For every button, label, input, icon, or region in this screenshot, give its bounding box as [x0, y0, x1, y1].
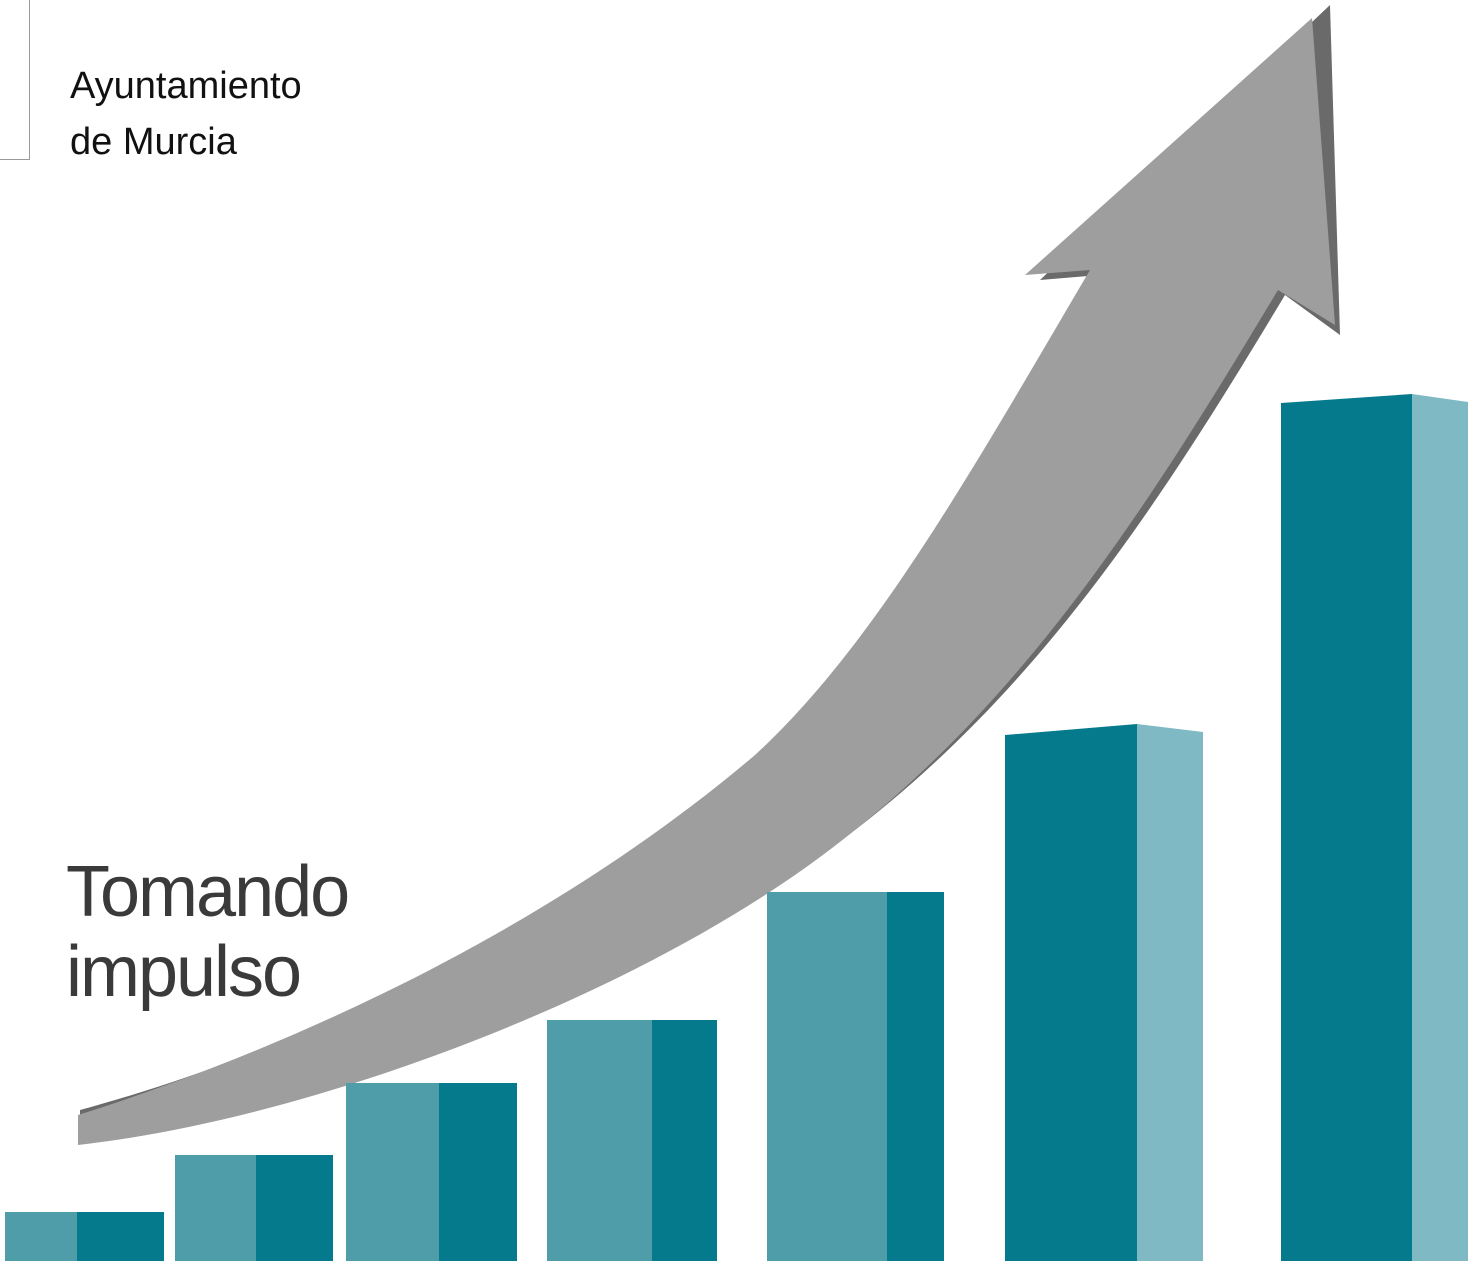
bar-7-side-face [1412, 394, 1468, 1261]
growth-arrow [78, 18, 1335, 1145]
bar-3-right-face [439, 1083, 517, 1261]
bar-6 [1005, 724, 1203, 1261]
tagline-line1: Tomando [66, 852, 350, 932]
bar-6-front-face [1005, 724, 1137, 1261]
bar-1-left-face [5, 1212, 77, 1261]
organization-name-line2: de Murcia [70, 121, 237, 163]
bar-5-left-face [767, 892, 887, 1261]
bar-2-left-face [175, 1155, 256, 1261]
bar-6-side-face [1137, 724, 1203, 1261]
organization-name-line1: Ayuntamiento [70, 65, 302, 107]
bar-4-left-face [547, 1020, 652, 1261]
document-border [0, 0, 30, 160]
bar-7 [1281, 394, 1468, 1261]
bar-1-right-face [77, 1212, 164, 1261]
tagline: Tomando impulso [66, 852, 350, 1012]
bar-7-front-face [1281, 394, 1412, 1261]
bar-1 [5, 1212, 164, 1261]
bar-3 [346, 1083, 517, 1261]
bar-5 [767, 892, 944, 1261]
bar-5-right-face [887, 892, 944, 1261]
bar-3-left-face [346, 1083, 439, 1261]
bar-2 [175, 1155, 333, 1261]
bar-4-right-face [652, 1020, 717, 1261]
bar-2-right-face [256, 1155, 333, 1261]
bar-4 [547, 1020, 717, 1261]
organization-name: Ayuntamiento de Murcia [70, 58, 302, 170]
tagline-line2: impulso [66, 932, 302, 1012]
